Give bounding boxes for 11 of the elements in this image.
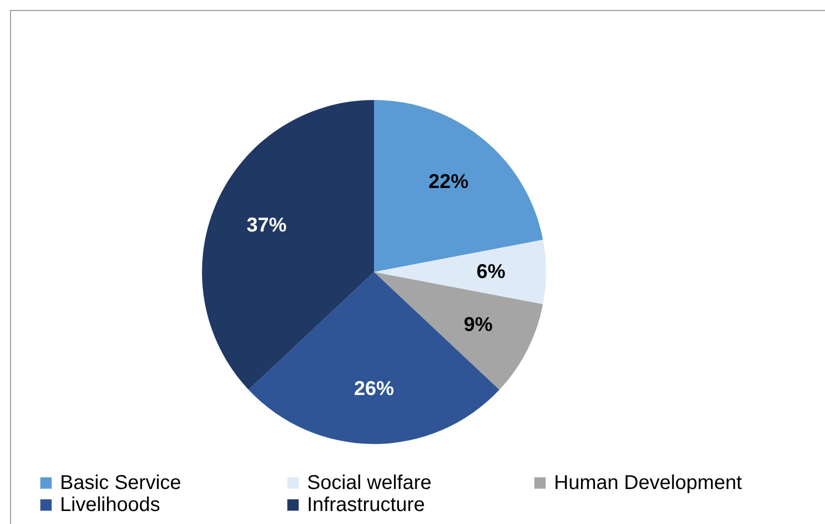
data-label: 26% xyxy=(354,378,394,400)
pie-slice xyxy=(374,240,546,304)
data-label: 37% xyxy=(246,214,287,237)
legend-label: Social welfare xyxy=(307,472,432,494)
legend-label: Livelihoods xyxy=(60,494,160,516)
legend-label: Infrastructure xyxy=(307,494,425,516)
data-label: 22% xyxy=(428,170,469,193)
legend-label: Basic Service xyxy=(60,472,182,494)
data-label: 9% xyxy=(464,314,493,336)
data-label: 6% xyxy=(476,261,506,283)
legend-label: Human Development xyxy=(554,472,742,494)
